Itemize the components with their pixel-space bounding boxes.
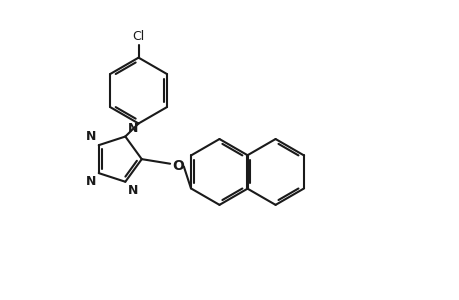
Text: Cl: Cl [132,30,145,43]
Text: N: N [86,175,96,188]
Text: N: N [128,122,138,135]
Text: N: N [86,130,96,143]
Text: O: O [172,160,184,173]
Text: N: N [128,184,138,196]
